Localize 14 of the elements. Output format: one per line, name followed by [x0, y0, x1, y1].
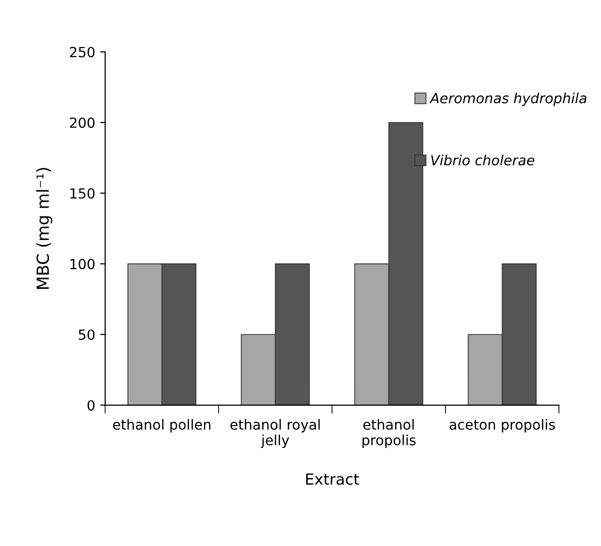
y-tick-label: 100 [70, 258, 95, 270]
x-tick-label: aceton propolis [450, 419, 555, 432]
x-axis-title: Extract [306, 473, 360, 485]
legend-label: Vibrio cholerae [431, 154, 534, 166]
y-tick-label: 250 [70, 46, 95, 58]
y-tick-label: 200 [70, 117, 95, 128]
y-tick-label: 50 [78, 329, 95, 340]
x-tick-label: ethanol pollen [113, 419, 210, 432]
y-axis-title: MBC (mg ml⁻¹) [36, 168, 52, 289]
x-tick-label: ethanol royal jelly [230, 419, 320, 448]
y-tick-label: 0 [88, 400, 95, 411]
x-tick-label: ethanol propolis [362, 419, 416, 448]
y-tick-label: 150 [70, 188, 95, 199]
legend-label: Aeromonas hydrophila [429, 92, 586, 106]
